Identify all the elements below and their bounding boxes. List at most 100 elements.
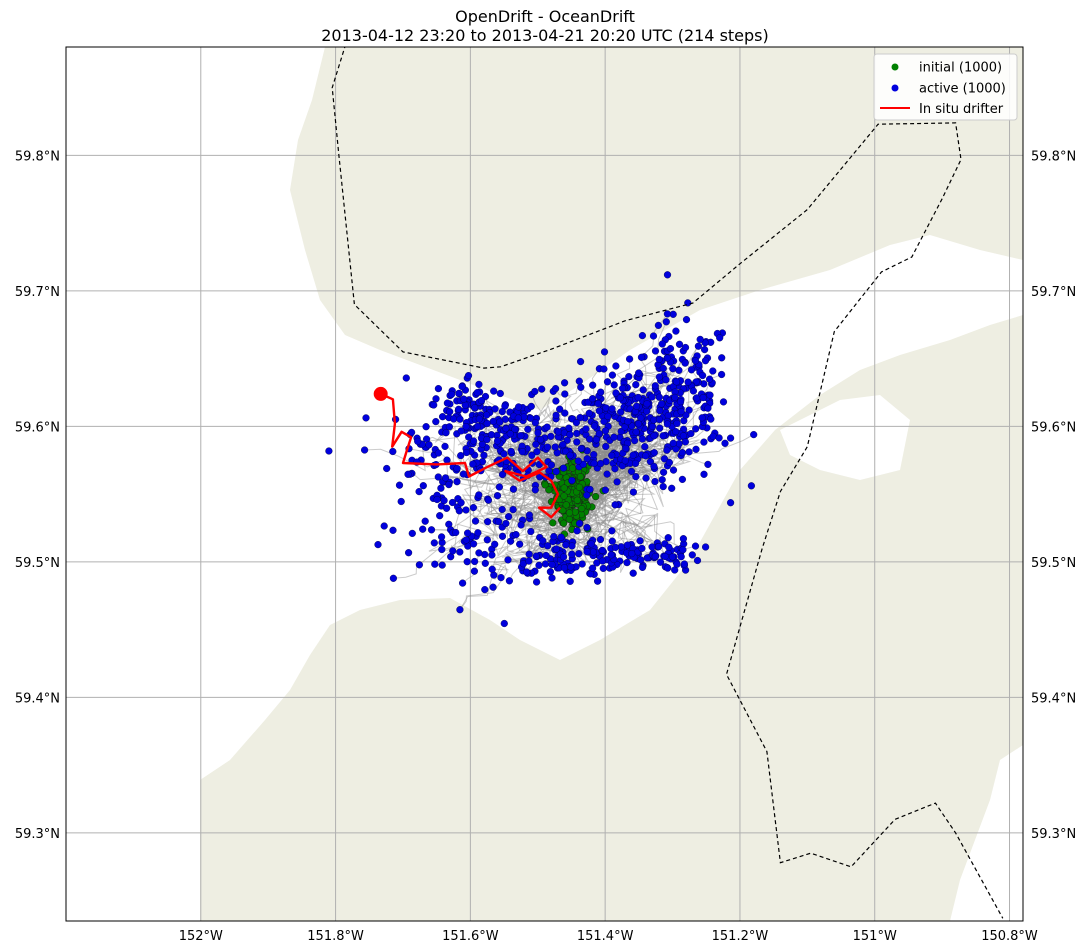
active-particle — [449, 547, 457, 555]
trajectory-line — [576, 501, 696, 550]
active-particle — [438, 561, 446, 569]
active-particle — [389, 447, 397, 456]
active-particle — [651, 347, 660, 355]
legend-label-drifter: In situ drifter — [919, 102, 1004, 117]
active-particle — [664, 534, 672, 542]
active-particle — [455, 405, 463, 413]
active-particle — [505, 577, 514, 585]
trajectory-line — [575, 443, 680, 553]
active-particle — [649, 332, 658, 340]
active-particle — [433, 495, 441, 504]
trajectory-line — [407, 473, 576, 501]
legend-marker-initial — [891, 63, 899, 71]
active-particle — [590, 459, 598, 467]
active-particle — [470, 567, 479, 575]
active-particle — [721, 439, 729, 447]
active-particle — [325, 447, 333, 455]
active-particle — [678, 475, 687, 484]
active-particle — [641, 443, 649, 451]
initial-particle — [575, 483, 584, 491]
active-particle — [539, 537, 547, 545]
active-particle — [471, 557, 479, 566]
active-particle — [500, 619, 508, 628]
active-particle — [595, 430, 603, 438]
active-particle — [374, 540, 382, 549]
initial-particle — [541, 481, 549, 489]
initial-particle — [560, 484, 568, 492]
trajectory-line — [491, 435, 554, 470]
active-particle — [389, 574, 398, 582]
active-particle — [672, 327, 680, 335]
active-particle — [596, 535, 605, 544]
active-particle — [431, 560, 439, 568]
active-particle — [655, 373, 664, 381]
active-particle — [465, 433, 473, 441]
x-tick-labels: 152°W 151.8°W 151.6°W 151.4°W 151.2°W 151°W 15… — [179, 929, 1038, 944]
active-particle — [648, 543, 656, 551]
active-particle — [561, 409, 569, 417]
initial-particle — [560, 492, 568, 500]
active-particle — [425, 441, 433, 449]
active-particle — [585, 409, 593, 417]
active-particle — [577, 445, 585, 453]
active-particle — [484, 496, 493, 504]
initial-particle — [562, 501, 570, 509]
active-particle — [445, 481, 453, 489]
legend-label-active: active (1000) — [919, 82, 1006, 97]
active-particle — [679, 535, 688, 543]
active-particle — [637, 353, 646, 361]
active-particle — [480, 451, 488, 459]
active-particle — [623, 558, 631, 567]
active-particle — [473, 422, 482, 431]
active-particle — [600, 417, 608, 426]
active-particle — [443, 399, 452, 407]
active-particle — [638, 563, 647, 572]
active-particle — [491, 405, 499, 413]
active-particle — [608, 527, 616, 535]
y-tick-label-right: 59.3°N — [1031, 827, 1076, 842]
active-particle — [502, 519, 510, 528]
active-particle — [629, 488, 638, 496]
active-particle — [560, 379, 569, 387]
trajectory-line — [569, 439, 632, 513]
active-particle — [608, 537, 616, 545]
active-particle — [551, 385, 560, 393]
active-particle — [583, 455, 591, 463]
active-particle — [575, 550, 583, 558]
active-particle — [590, 422, 599, 430]
active-particle — [698, 414, 706, 422]
active-particle — [568, 476, 576, 485]
active-particle — [434, 473, 442, 481]
active-particle — [589, 548, 597, 556]
y-tick-label-right: 59.4°N — [1031, 691, 1076, 706]
active-particle — [560, 564, 569, 572]
active-particle — [415, 488, 423, 496]
active-particle — [583, 548, 591, 556]
initial-particle — [549, 519, 557, 527]
active-particle — [624, 418, 632, 426]
active-particle — [681, 343, 690, 352]
active-particle — [604, 412, 612, 420]
active-particle — [625, 355, 634, 363]
active-particle — [405, 549, 413, 557]
active-particle — [450, 415, 458, 423]
initial-particle — [565, 509, 574, 517]
active-particle — [651, 477, 659, 486]
active-particle — [527, 527, 535, 536]
active-particle — [459, 579, 467, 587]
active-particle — [601, 486, 610, 494]
active-particle — [554, 428, 563, 436]
gridlines — [66, 47, 1023, 921]
active-particle — [473, 389, 481, 397]
active-particle — [483, 436, 491, 444]
active-particle — [655, 355, 663, 364]
active-particle — [541, 560, 550, 568]
x-tick-label: 152°W — [179, 929, 223, 944]
active-particle — [531, 486, 539, 494]
axes-frame — [65, 46, 1024, 922]
active-particle — [596, 460, 605, 468]
active-particle — [629, 569, 637, 577]
active-particle — [656, 424, 664, 432]
active-particle — [660, 455, 669, 463]
active-particle — [706, 391, 714, 399]
